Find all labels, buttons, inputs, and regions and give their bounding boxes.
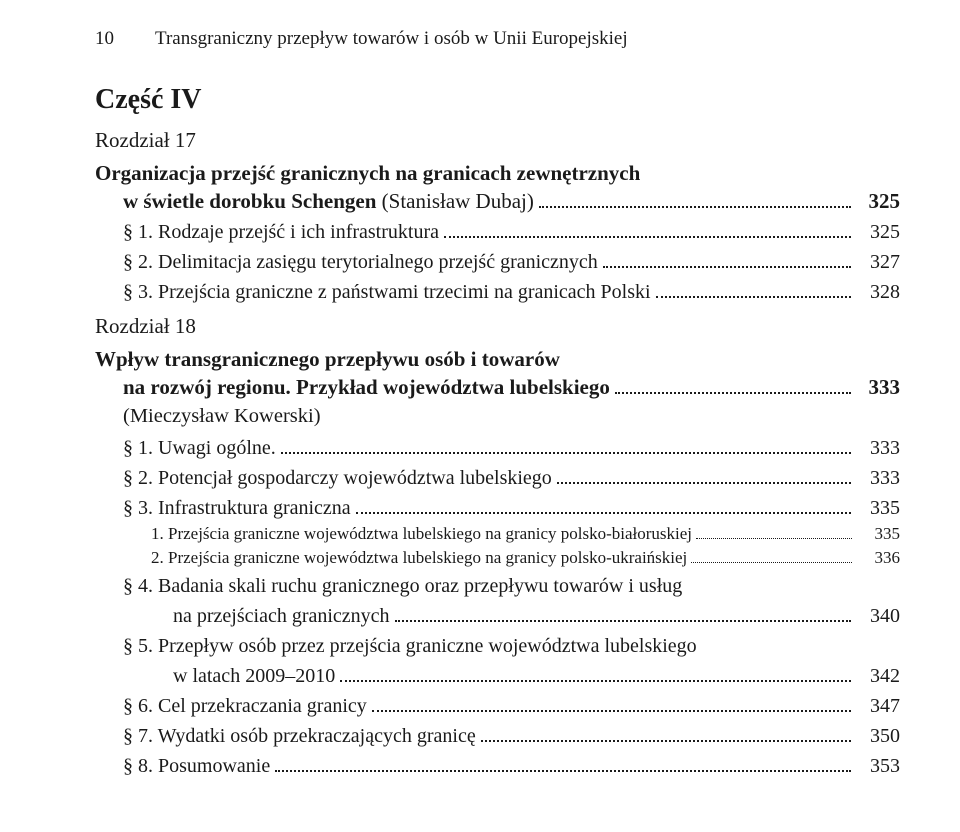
toc-item-page: 340 (856, 602, 900, 630)
chapter17-label: Rozdział 17 (95, 128, 900, 153)
running-header: 10 Transgraniczny przepływ towarów i osó… (95, 28, 900, 50)
leader-dots (656, 280, 851, 298)
chapter17-title-line2: w świetle dorobku Schengen (123, 189, 382, 213)
chapter18-page: 333 (856, 373, 900, 401)
toc-item-page: 347 (856, 692, 900, 720)
toc-subitem: 1. Przejścia graniczne województwa lubel… (95, 523, 900, 546)
toc-subitem-page: 336 (856, 547, 900, 570)
leader-dots (395, 604, 851, 622)
chapter18-title-line2: na rozwój regionu. Przykład województwa … (123, 373, 610, 401)
running-title: Transgraniczny przepływ towarów i osób w… (155, 28, 900, 50)
toc-item-page: 350 (856, 722, 900, 750)
toc-item-label: § 1. Rodzaje przejść i ich infrastruktur… (123, 218, 439, 246)
toc-item: § 2. Potencjał gospodarczy województwa l… (95, 464, 900, 492)
chapter17-page: 325 (856, 187, 900, 215)
toc-item-label-cont: w latach 2009–2010 (173, 662, 335, 690)
toc-subitem-label: 2. Przejścia graniczne województwa lubel… (151, 547, 687, 570)
leader-dots (356, 496, 851, 514)
toc-item-label: § 5. Przepływ osób przez przejścia grani… (123, 632, 697, 660)
toc-item-label: § 1. Uwagi ogólne. (123, 434, 276, 462)
toc-item: § 3. Przejścia graniczne z państwami trz… (95, 278, 900, 306)
leader-dots (275, 754, 851, 772)
chapter17-author: (Stanisław Dubaj) (382, 189, 534, 213)
leader-dots (372, 694, 851, 712)
toc-item-label: § 8. Posumowanie (123, 752, 270, 780)
toc-item: § 3. Infrastruktura graniczna 335 (95, 494, 900, 522)
toc-item-page: 333 (856, 464, 900, 492)
toc-item: § 1. Rodzaje przejść i ich infrastruktur… (95, 218, 900, 246)
toc-subitem-page: 335 (856, 523, 900, 546)
toc-item-label-cont: na przejściach granicznych (173, 602, 390, 630)
leader-dots (444, 220, 851, 238)
toc-item: § 6. Cel przekraczania granicy 347 (95, 692, 900, 720)
toc-item-label: § 2. Potencjał gospodarczy województwa l… (123, 464, 552, 492)
leader-dots (281, 436, 851, 454)
chapter18-title: Wpływ transgranicznego przepływu osób i … (95, 345, 900, 402)
chapter18-author: (Mieczysław Kowerski) (95, 405, 900, 428)
toc-item-label: § 3. Infrastruktura graniczna (123, 494, 351, 522)
toc-item-page: 342 (856, 662, 900, 690)
page-number: 10 (95, 28, 155, 50)
toc-item: § 1. Uwagi ogólne. 333 (95, 434, 900, 462)
leader-dots (481, 724, 851, 742)
chapter17-title-line1: Organizacja przejść granicznych na grani… (95, 159, 900, 187)
toc-item-label: § 7. Wydatki osób przekraczających grani… (123, 722, 476, 750)
leader-dots (603, 250, 851, 268)
toc-item-multiline: § 5. Przepływ osób przez przejścia grani… (95, 632, 900, 690)
toc-item-label: § 6. Cel przekraczania granicy (123, 692, 367, 720)
toc-item: § 8. Posumowanie 353 (95, 752, 900, 780)
leader-dots (696, 524, 852, 539)
toc-subitem-label: 1. Przejścia graniczne województwa lubel… (151, 523, 692, 546)
toc-item: § 2. Delimitacja zasięgu terytorialnego … (95, 248, 900, 276)
chapter18-title-line1: Wpływ transgranicznego przepływu osób i … (95, 345, 900, 373)
toc-item-page: 333 (856, 434, 900, 462)
toc-item-label: § 4. Badania skali ruchu granicznego ora… (123, 572, 682, 600)
toc-item-page: 335 (856, 494, 900, 522)
toc-item-multiline: § 4. Badania skali ruchu granicznego ora… (95, 572, 900, 630)
toc-item: § 7. Wydatki osób przekraczających grani… (95, 722, 900, 750)
chapter17-title: Organizacja przejść granicznych na grani… (95, 159, 900, 216)
chapter18-label: Rozdział 18 (95, 314, 900, 339)
toc-item-label: § 2. Delimitacja zasięgu terytorialnego … (123, 248, 598, 276)
part-title: Część IV (95, 84, 900, 116)
leader-dots (557, 466, 851, 484)
toc-item-page: 353 (856, 752, 900, 780)
leader-dots (691, 548, 852, 563)
toc-item-page: 327 (856, 248, 900, 276)
toc-subitem: 2. Przejścia graniczne województwa lubel… (95, 547, 900, 570)
leader-dots (340, 664, 851, 682)
leader-dots (539, 189, 851, 208)
toc-item-label: § 3. Przejścia graniczne z państwami trz… (123, 278, 651, 306)
leader-dots (615, 375, 851, 394)
toc-item-page: 328 (856, 278, 900, 306)
toc-item-page: 325 (856, 218, 900, 246)
